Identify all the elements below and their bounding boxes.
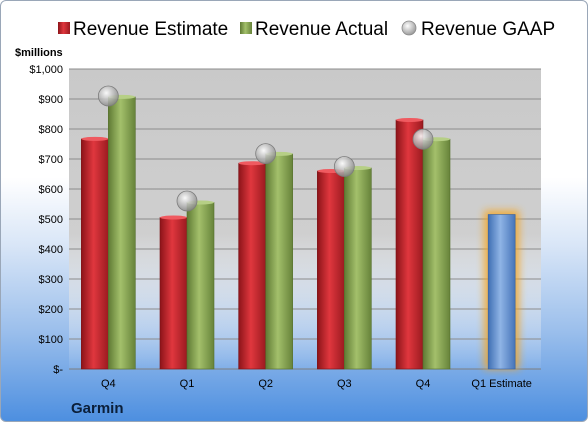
bar-revenue-actual (108, 96, 136, 370)
legend-label-actual: Revenue Actual (255, 19, 388, 40)
x-tick-label: Q1 Estimate (471, 378, 532, 390)
legend: Revenue Estimate Revenue Actual Revenue … (58, 19, 555, 40)
legend-swatch-estimate (58, 22, 70, 34)
bar-revenue-estimate-forecast (487, 214, 516, 370)
x-axis-ticks: Q4 Q1 Q2 Q3 Q4 Q1 Estimate (101, 378, 532, 390)
x-tick-label: Q4 (416, 378, 431, 390)
bar-revenue-estimate (238, 162, 266, 370)
marker-revenue-gaap (176, 190, 198, 212)
y-tick-label: $- (53, 364, 63, 376)
y-tick-label: $900 (39, 94, 63, 106)
y-tick-label: $1,000 (29, 64, 63, 76)
bars (81, 85, 520, 370)
bar-cap-estimate (160, 215, 187, 220)
y-axis-label: $millions (15, 47, 63, 59)
bar-revenue-actual (186, 202, 215, 370)
bar-cap-estimate (396, 118, 423, 122)
legend-item-revenue-actual: Revenue Actual (240, 19, 388, 40)
bar-revenue-actual (344, 167, 372, 370)
marker-revenue-gaap (412, 128, 434, 150)
gridlines (69, 68, 541, 370)
legend-label-gaap: Revenue GAAP (421, 19, 555, 40)
bar-revenue-actual (265, 153, 293, 370)
x-tick-label: Q2 (258, 378, 273, 390)
bar-revenue-estimate (395, 119, 424, 370)
company-name: Garmin (71, 400, 124, 417)
y-tick-label: $700 (39, 154, 63, 166)
y-axis-ticks: $- $100 $200 $300 $400 $500 $600 $700 $800 $900 $1… (29, 64, 63, 376)
y-tick-label: $800 (39, 124, 63, 136)
bar-cap-estimate (81, 136, 109, 141)
y-tick-label: $100 (39, 334, 63, 346)
bar-revenue-estimate (159, 217, 188, 370)
y-tick-label: $500 (39, 214, 63, 226)
y-tick-label: $400 (39, 244, 63, 256)
bar-revenue-estimate (81, 138, 109, 370)
x-tick-label: Q3 (337, 378, 352, 390)
x-tick-label: Q1 (180, 378, 195, 390)
legend-item-revenue-estimate: Revenue Estimate (58, 19, 228, 40)
legend-swatch-gaap (401, 20, 417, 36)
y-tick-label: $600 (39, 184, 63, 196)
marker-revenue-gaap (97, 85, 119, 107)
bar-cap-estimate (238, 161, 266, 166)
y-tick-label: $300 (39, 274, 63, 286)
bar-revenue-estimate (317, 170, 345, 370)
legend-swatch-actual (240, 22, 252, 34)
legend-item-revenue-gaap: Revenue GAAP (401, 19, 555, 40)
marker-revenue-gaap (255, 143, 277, 165)
y-tick-label: $200 (39, 304, 63, 316)
legend-label-estimate: Revenue Estimate (73, 19, 228, 40)
x-tick-label: Q4 (101, 378, 116, 390)
marker-revenue-gaap (333, 156, 355, 177)
bar-revenue-actual (422, 138, 451, 370)
